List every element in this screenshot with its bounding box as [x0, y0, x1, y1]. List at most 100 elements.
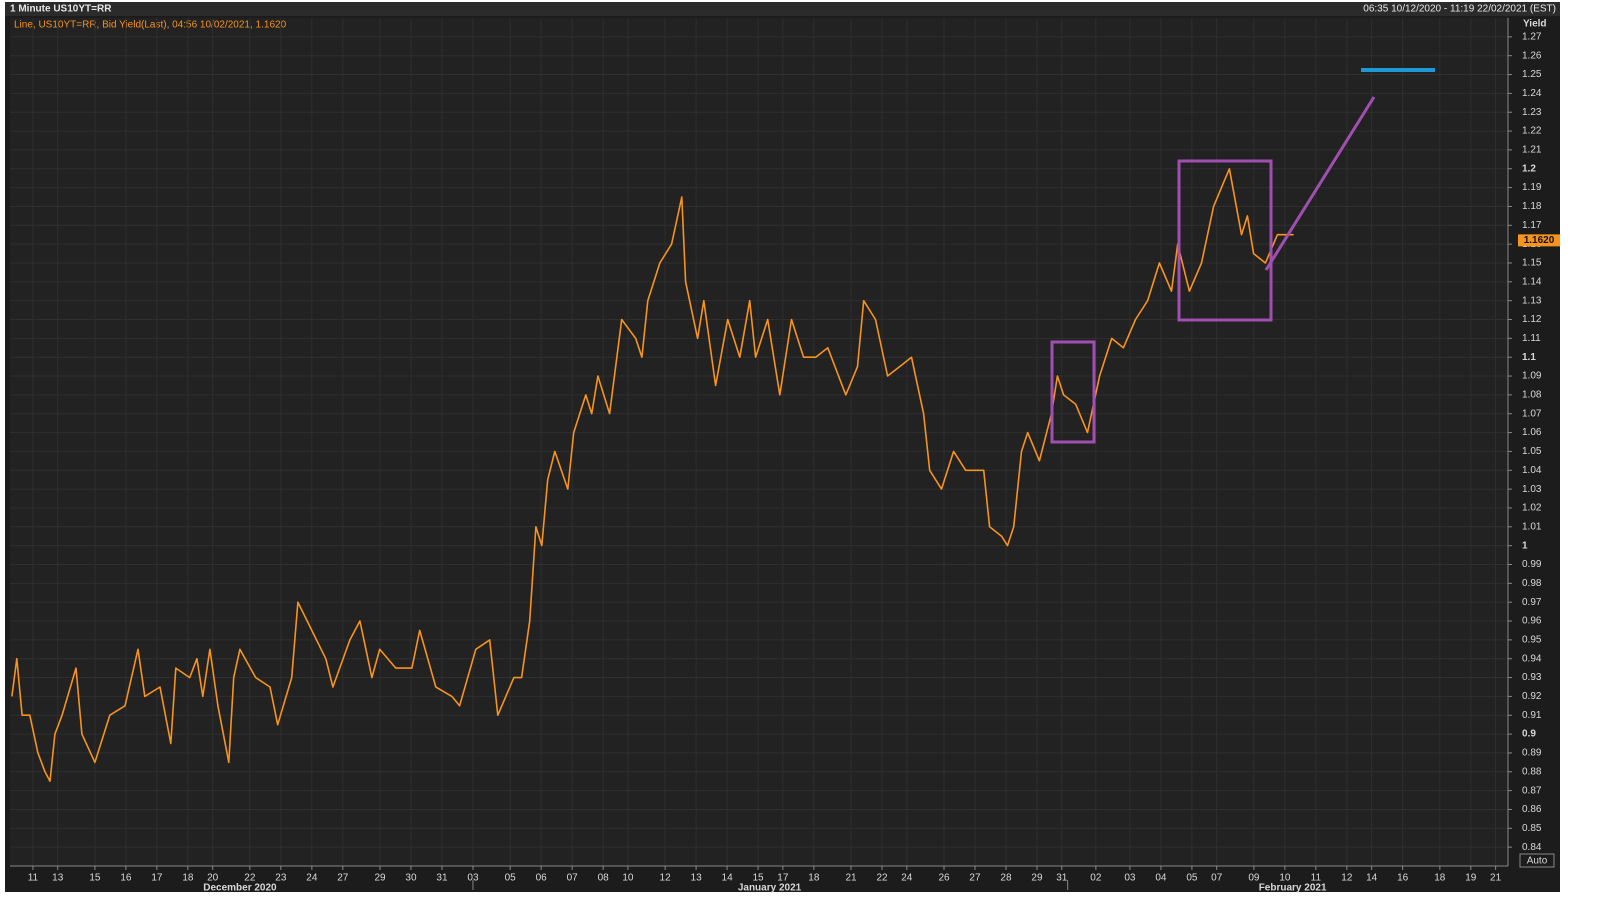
x-tick-label: 30: [405, 873, 417, 884]
month-label: February 2021: [1259, 883, 1327, 894]
x-tick-label: 27: [337, 873, 349, 884]
y-tick-label: 1.03: [1522, 484, 1542, 495]
y-tick-label: 1.04: [1522, 465, 1542, 476]
x-tick-label: 24: [901, 873, 913, 884]
x-tick-label: 12: [660, 873, 672, 884]
x-tick-label: 13: [52, 873, 64, 884]
line-layer: [11, 168, 1294, 782]
y-tick-label: 0.91: [1522, 710, 1542, 721]
y-tick-label: 1.23: [1522, 107, 1542, 118]
legend-entry: Line, US10YT=RR, Bid Yield(Last), 04:56 …: [14, 20, 287, 31]
x-tick-label: 27: [969, 873, 981, 884]
y-tick-label: 0.98: [1522, 578, 1542, 589]
x-tick-label: 05: [505, 873, 517, 884]
y-tick-label: 1.22: [1522, 126, 1542, 137]
x-tick-label: 24: [306, 873, 318, 884]
y-tick-label: 0.86: [1522, 804, 1542, 815]
x-tick-label: 05: [1186, 873, 1198, 884]
y-tick-label: 0.88: [1522, 766, 1542, 777]
current-value-label: 1.1620: [1524, 235, 1555, 246]
scale-mode-box: [1519, 853, 1555, 868]
plot-area: [10, 18, 1508, 866]
x-tick-label: 12: [1341, 873, 1353, 884]
y-tick-label: 1.25: [1522, 69, 1542, 80]
x-tick-label: 15: [753, 873, 765, 884]
x-tick-label: 22: [876, 873, 888, 884]
x-tick-label: 19: [1465, 873, 1477, 884]
y-tick-label: 1.11: [1522, 333, 1541, 344]
month-label: December 2020: [203, 883, 277, 894]
y-tick-label: 1.01: [1522, 521, 1542, 532]
y-tick-label: 1.24: [1522, 88, 1542, 99]
x-tick-label: 29: [374, 873, 386, 884]
y-tick-label: 1.09: [1522, 371, 1542, 382]
month-label: January 2021: [738, 883, 802, 894]
y-tick-label: 0.97: [1522, 597, 1542, 608]
x-tick-label: 15: [89, 873, 101, 884]
x-tick-label: 17: [151, 873, 163, 884]
x-tick-label: 20: [207, 873, 219, 884]
x-tick-label: 10: [622, 873, 634, 884]
x-tick-label: 23: [275, 873, 287, 884]
x-tick-label: 14: [722, 873, 734, 884]
x-tick-label: 29: [1031, 873, 1043, 884]
header-bar: [5, 2, 1560, 16]
x-tick-label: 07: [567, 873, 579, 884]
date-range: 06:35 10/12/2020 - 11:19 22/02/2021 (EST…: [1363, 4, 1556, 15]
x-tick-label: 02: [1090, 873, 1102, 884]
y-tick-label: 1: [1522, 540, 1528, 551]
x-tick-label: 16: [120, 873, 132, 884]
y-tick-label: 0.85: [1522, 823, 1542, 834]
x-tick-label: 21: [845, 873, 857, 884]
current-value-box: [1518, 234, 1560, 247]
x-tick-label: 10: [1279, 873, 1291, 884]
y-tick-label: 1.2: [1522, 163, 1536, 174]
y-tick-label: 1.15: [1522, 258, 1542, 269]
x-tick-label: 04: [1155, 873, 1167, 884]
y-tick-label: 0.89: [1522, 748, 1542, 759]
x-tick-label: 18: [808, 873, 820, 884]
x-tick-label: 16: [1397, 873, 1409, 884]
x-tick-label: 07: [1211, 873, 1223, 884]
y-tick-label: 0.92: [1522, 691, 1542, 702]
x-tick-label: 11: [1311, 873, 1322, 884]
x-tick-label: 06: [536, 873, 548, 884]
x-tick-label: 18: [1434, 873, 1446, 884]
x-tick-label: 11: [28, 873, 39, 884]
scale-mode[interactable]: Auto: [1527, 856, 1548, 867]
y-tick-label: 1.07: [1522, 408, 1542, 419]
x-tick-label: 18: [182, 873, 194, 884]
x-tick-label: 08: [598, 873, 610, 884]
axis-layer: 0.84 0.85 0.86 0.87 0.88 0.89 0.9 0.91 0.92 0.93 0…: [10, 18, 1560, 894]
x-tick-label: 17: [777, 873, 789, 884]
chart-title: 1 Minute US10YT=RR: [10, 4, 112, 15]
y-tick-label: 0.95: [1522, 635, 1542, 646]
y-axis-label: Yield: [1523, 19, 1547, 30]
series-line: [11, 168, 1294, 782]
y-tick-label: 1.17: [1522, 220, 1542, 231]
x-tick-label: 31: [1056, 873, 1068, 884]
grid-layer: [10, 18, 1508, 866]
x-tick-label: 21: [1490, 873, 1502, 884]
x-tick-label: 13: [691, 873, 703, 884]
y-tick-label: 0.87: [1522, 785, 1542, 796]
y-tick-label: 0.9: [1522, 729, 1536, 740]
x-tick-label: 22: [244, 873, 256, 884]
y-tick-label: 1.13: [1522, 295, 1542, 306]
x-tick-label: 26: [938, 873, 950, 884]
highlight-box: [1177, 159, 1273, 322]
x-tick-label: 03: [467, 873, 479, 884]
x-tick-label: 31: [436, 873, 448, 884]
y-tick-label: 1.14: [1522, 276, 1542, 287]
y-tick-label: 1.27: [1522, 31, 1542, 42]
y-tick-label: 1.1: [1522, 352, 1536, 363]
y-tick-label: 1.02: [1522, 503, 1542, 514]
y-tick-label: 1.12: [1522, 314, 1542, 325]
y-tick-label: 0.94: [1522, 653, 1542, 664]
y-tick-label: 1.06: [1522, 427, 1542, 438]
y-tick-label: 1.05: [1522, 446, 1542, 457]
x-tick-label: 14: [1366, 873, 1378, 884]
trend-arrow: [1264, 96, 1376, 271]
